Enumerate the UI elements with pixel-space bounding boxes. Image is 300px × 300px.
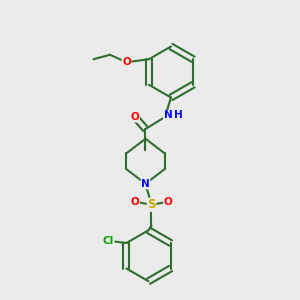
Text: O: O xyxy=(164,197,172,207)
Text: O: O xyxy=(130,112,140,122)
Text: O: O xyxy=(130,197,140,207)
Text: H: H xyxy=(174,110,183,121)
Text: N: N xyxy=(141,179,150,189)
Text: Cl: Cl xyxy=(103,236,114,247)
Text: N: N xyxy=(164,110,172,121)
Text: O: O xyxy=(122,57,131,67)
Text: S: S xyxy=(147,198,156,211)
